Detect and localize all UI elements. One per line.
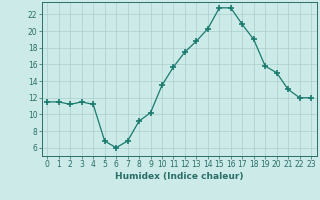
X-axis label: Humidex (Indice chaleur): Humidex (Indice chaleur): [115, 172, 244, 181]
